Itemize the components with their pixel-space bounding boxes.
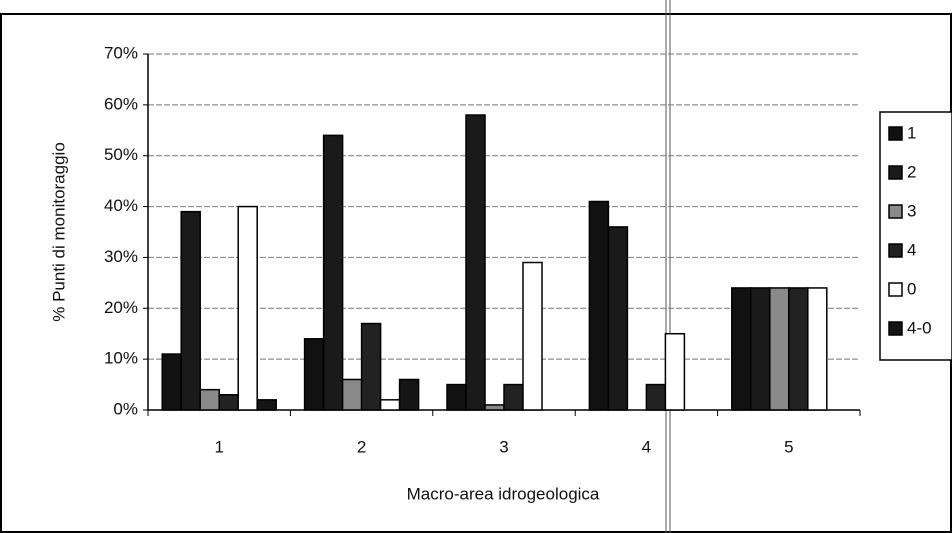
- bar: [199, 388, 220, 411]
- y-tick-label: 20%: [104, 298, 138, 317]
- bar: [465, 114, 486, 411]
- bar: [607, 226, 629, 411]
- legend-label: 1: [907, 123, 916, 142]
- bar: [645, 383, 667, 411]
- bar: [398, 378, 420, 411]
- bar: [503, 383, 524, 411]
- bar: [218, 393, 239, 411]
- legend-box: [879, 111, 952, 361]
- bar: [180, 210, 201, 411]
- legend-label: 4: [907, 240, 916, 259]
- bar: [322, 134, 344, 411]
- x-tick-label: 5: [784, 437, 793, 456]
- bar: [446, 383, 467, 411]
- bar: [664, 332, 686, 411]
- bar: [588, 200, 610, 411]
- legend-swatch: [888, 165, 903, 180]
- legend-label: 4-0: [907, 318, 932, 337]
- bar: [303, 338, 325, 411]
- bar: [522, 261, 543, 411]
- bar: [341, 378, 363, 411]
- bar: [788, 287, 809, 411]
- legend-label: 0: [907, 279, 916, 298]
- bar: [379, 399, 401, 411]
- x-tick-label: 4: [642, 437, 651, 456]
- x-tick-label: 3: [499, 437, 508, 456]
- legend-swatch: [888, 126, 903, 141]
- y-tick-label: 10%: [104, 349, 138, 368]
- x-tick-label: 1: [214, 437, 223, 456]
- y-axis-label: % Punti di monitoraggio: [49, 142, 68, 322]
- legend-label: 2: [907, 162, 916, 181]
- bar: [807, 287, 828, 411]
- y-tick-label: 40%: [104, 196, 138, 215]
- legend-swatch: [888, 282, 903, 297]
- y-tick-label: 60%: [104, 94, 138, 113]
- x-tick-label: 2: [357, 437, 366, 456]
- bar: [769, 287, 790, 411]
- bar: [256, 399, 277, 411]
- bar: [484, 404, 505, 411]
- legend-swatch: [888, 243, 903, 258]
- bar: [237, 205, 258, 411]
- legend-swatch: [888, 204, 903, 219]
- y-tick-label: 70%: [104, 43, 138, 62]
- bar: [750, 287, 771, 411]
- y-tick-label: 0%: [113, 399, 138, 418]
- y-tick-label: 30%: [104, 247, 138, 266]
- bar: [161, 353, 182, 411]
- y-tick-label: 50%: [104, 145, 138, 164]
- bar: [731, 287, 752, 411]
- legend-label: 3: [907, 201, 916, 220]
- legend-swatch: [888, 321, 903, 336]
- bar: [360, 322, 382, 411]
- x-axis-label: Macro-area idrogeologica: [407, 484, 600, 503]
